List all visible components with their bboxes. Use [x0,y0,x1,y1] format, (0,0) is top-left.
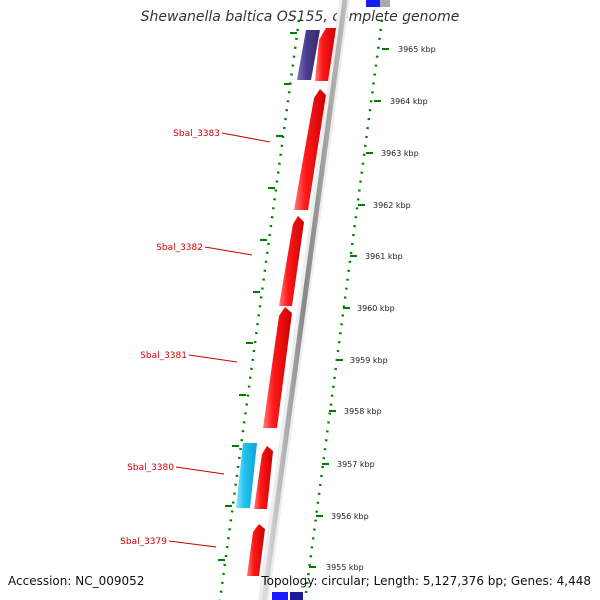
scale-tick: 3958 kbp [329,407,382,416]
gene-arrow-sbal-3383 [294,89,326,210]
scale-tick: 3959 kbp [336,356,388,365]
gene-arrow-sbal-3381 [263,307,292,428]
gene-block-cyan [236,443,257,508]
scale-tick-label: 3962 kbp [373,201,411,210]
scale-tick: 3957 kbp [322,460,375,469]
gene-arrow-top [315,28,336,81]
gene-arrow-sbal-3380 [254,446,273,509]
scale-tick-label: 3956 kbp [331,512,369,521]
scale-tick-label: 3957 kbp [337,460,375,469]
scale-tick-label: 3963 kbp [381,149,419,158]
topology-summary: Topology: circular; Length: 5,127,376 bp… [261,574,591,588]
gene-label-sbal-3382[interactable]: Sbal_3382 [156,243,253,256]
backbone [258,0,350,600]
guide-lines [218,19,384,600]
scale-tick: 3962 kbp [358,201,411,210]
scale-tick: 3956 kbp [316,512,369,521]
scale-tick-label: 3959 kbp [350,356,388,365]
scale-tick-label: 3964 kbp [390,97,428,106]
scale-tick-label: 3960 kbp [357,304,395,313]
gene-label-text: Sbal_3382 [156,243,203,253]
gene-label-text: Sbal_3381 [140,351,187,361]
scale-tick-label: 3955 kbp [326,563,364,572]
gene-label-sbal-3379[interactable]: Sbal_3379 [120,537,217,548]
gene-label-text: Sbal_3383 [173,129,220,139]
scale-tick: 3960 kbp [343,304,395,313]
scale-tick: 3961 kbp [350,252,403,261]
gene-arrow-sbal-3382 [279,216,304,306]
gene-label-text: Sbal_3380 [127,463,174,473]
scale-ticks: 3965 kbp 3964 kbp 3963 kbp 3962 kbp 3961… [309,45,436,572]
edge-genes-top [366,0,390,7]
map-title: Shewanella baltica OS155, complete genom… [140,9,460,25]
gene-labels: Sbal_3383 Sbal_3382 Sbal_3381 Sbal_3380 … [120,129,271,548]
accession-text: Accession: NC_009052 [8,574,145,588]
other-genes [236,30,320,508]
scale-tick-label: 3958 kbp [344,407,382,416]
gene-label-text: Sbal_3379 [120,537,167,547]
forward-genes [247,28,336,576]
scale-tick-label: 3965 kbp [398,45,436,54]
scale-tick: 3965 kbp [382,45,436,54]
scale-tick: 3964 kbp [374,97,428,106]
gene-label-sbal-3381[interactable]: Sbal_3381 [140,351,238,363]
scale-tick: 3963 kbp [366,149,419,158]
gene-label-sbal-3383[interactable]: Sbal_3383 [173,129,271,143]
gene-arrow-sbal-3379 [247,524,265,576]
gene-label-sbal-3380[interactable]: Sbal_3380 [127,463,225,475]
scale-tick-label: 3961 kbp [365,252,403,261]
scale-tick: 3955 kbp [309,563,364,572]
left-ticks [218,32,297,561]
edge-genes-bottom [272,592,303,600]
gene-block-purple [297,30,320,80]
